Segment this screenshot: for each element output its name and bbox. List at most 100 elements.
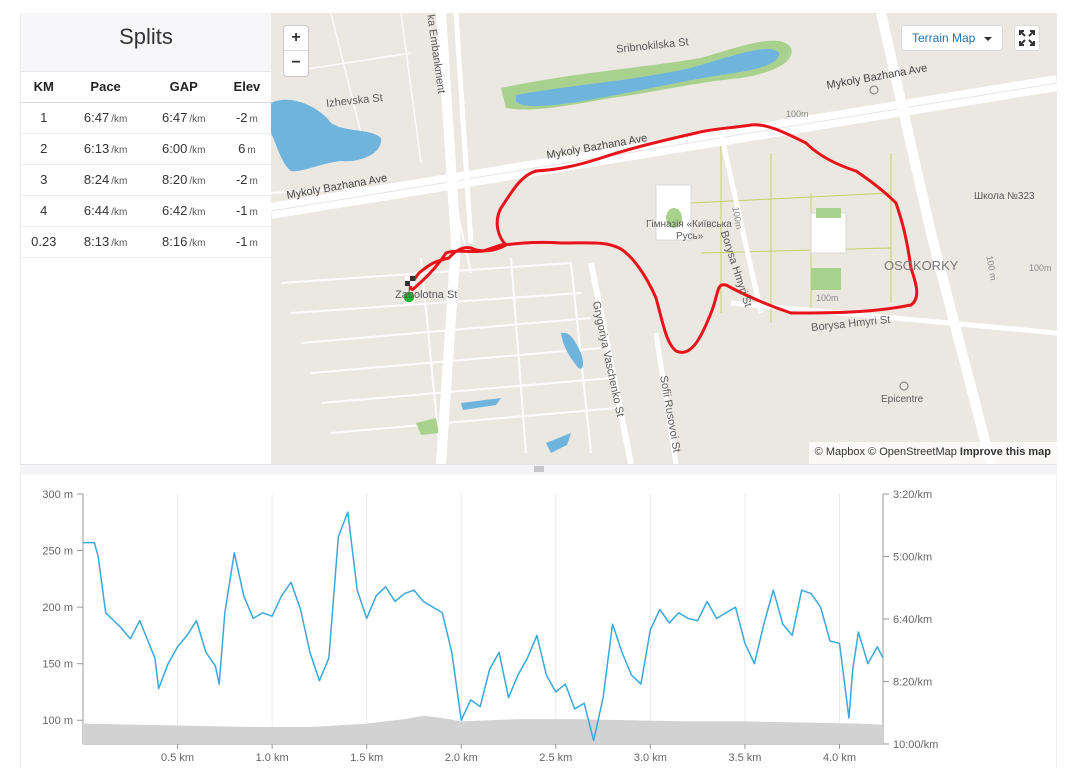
route-map[interactable]: Sribnokilska St Izhevska St ka Embankmen… — [271, 13, 1057, 464]
label-gymnasium-2: Русь» — [676, 231, 704, 242]
split-gap-unit: /km — [189, 238, 206, 249]
split-pace-value: 6:44 — [83, 203, 110, 218]
col-gap: GAP — [144, 72, 223, 103]
y2-tick-label: 10:00/km — [893, 739, 938, 751]
zoom-in-button[interactable]: + — [284, 26, 308, 51]
y2-tick-label: 5:00/km — [893, 552, 932, 564]
elevation-pace-chart[interactable]: 300 m 250 m 200 m 150 m 100 m 3:20/km 5:00/km 6… — [20, 474, 1057, 768]
building-block — [810, 212, 847, 254]
school-yard — [666, 208, 682, 228]
splits-table: KM Pace GAP Elev 1 6:47/km 6:47/km -2 m 2 6:13… — [21, 72, 271, 258]
terrain-map-dropdown[interactable]: Terrain Map — [901, 25, 1003, 51]
split-pace-unit: /km — [111, 238, 128, 249]
split-km: 4 — [21, 195, 67, 227]
label-school: Школа №323 — [974, 191, 1035, 202]
route-line — [408, 123, 919, 354]
zoom-out-button[interactable]: − — [291, 54, 301, 71]
y-tick-label: 300 m — [42, 489, 73, 501]
road-rusovoi — [653, 332, 679, 464]
split-km-value: 0.23 — [31, 234, 57, 249]
caret-down-icon — [984, 37, 992, 41]
split-gap-unit: /km — [189, 145, 206, 156]
lake-west — [271, 99, 382, 172]
col-elev: Elev — [222, 72, 271, 103]
fullscreen-button[interactable] — [1014, 25, 1040, 51]
split-pace: 6:13/km — [66, 133, 145, 165]
split-elev-unit: m — [247, 145, 256, 156]
split-elev-value: -1 — [235, 203, 248, 218]
split-row[interactable]: 0.23 8:13/km 8:16/km -1 m — [21, 226, 271, 258]
split-pace: 8:24/km — [66, 164, 145, 196]
split-km-value: 3 — [40, 172, 48, 187]
zoom-control: + − — [283, 25, 309, 77]
contour-label-a: 100m — [786, 109, 809, 119]
splits-panel: Splits KM Pace GAP Elev 1 6:47/km 6:47/km -… — [20, 13, 271, 464]
split-km: 2 — [21, 133, 67, 165]
split-elev-value: -1 — [235, 234, 248, 249]
road-vaschenko — [588, 262, 634, 464]
improve-map-link[interactable]: Improve this map — [959, 446, 1051, 458]
split-gap-value: 6:47 — [162, 110, 188, 125]
contour-label-d: 100m — [1029, 263, 1052, 273]
split-elev-unit: m — [249, 176, 258, 187]
split-km: 3 — [21, 164, 67, 196]
elevation-area — [83, 715, 883, 744]
x-tick-label: 1.0 km — [256, 752, 289, 764]
split-elev-unit: m — [249, 238, 258, 249]
col-pace: Pace — [66, 72, 145, 103]
split-pace-unit: /km — [111, 176, 128, 187]
road-east — [876, 13, 996, 464]
road-hmyri-h — [730, 300, 1057, 336]
map-canvas[interactable] — [271, 13, 1057, 464]
split-gap: 6:47/km — [144, 102, 223, 134]
start-marker — [402, 290, 416, 304]
y-tick-label: 200 m — [42, 602, 73, 614]
y-tick-label: 150 m — [42, 659, 73, 671]
terrain-map-label: Terrain Map — [912, 31, 976, 45]
split-gap-value: 6:42 — [162, 203, 188, 218]
x-tick-label: 2.5 km — [539, 752, 572, 764]
split-gap-value: 8:16 — [162, 234, 188, 249]
x-tick-label: 1.5 km — [350, 752, 383, 764]
green-patch — [416, 418, 439, 435]
poi-icon — [869, 85, 879, 95]
split-pace-unit: /km — [111, 145, 128, 156]
contour-label-b: 100m — [816, 293, 839, 303]
label-gymnasium-1: Гімназія «Київська — [646, 219, 732, 230]
split-row[interactable]: 4 6:44/km 6:42/km -1 m — [21, 195, 271, 227]
split-row[interactable]: 1 6:47/km 6:47/km -2 m — [21, 102, 271, 134]
split-gap: 8:16/km — [144, 226, 223, 258]
x-tick-label: 4.0 km — [823, 752, 856, 764]
attribution-osm-link[interactable]: © OpenStreetMap — [868, 446, 957, 458]
split-gap: 6:00/km — [144, 133, 223, 165]
split-km: 0.23 — [21, 226, 67, 258]
road-hmyri-v — [718, 132, 764, 314]
split-km-value: 1 — [40, 110, 48, 125]
split-gap: 6:42/km — [144, 195, 223, 227]
road-embankment — [436, 13, 462, 464]
split-gap-unit: /km — [189, 114, 206, 125]
resize-grip-icon[interactable] — [534, 465, 544, 473]
pond-south — [561, 332, 584, 369]
chart-canvas[interactable]: 300 m 250 m 200 m 150 m 100 m 3:20/km 5:00/km 6… — [21, 474, 1058, 768]
split-pace-value: 8:24 — [83, 172, 110, 187]
split-km-value: 2 — [40, 141, 48, 156]
split-pace-value: 8:13 — [83, 234, 110, 249]
split-row[interactable]: 2 6:13/km 6:00/km 6 m — [21, 133, 271, 165]
x-tick-label: 3.0 km — [634, 752, 667, 764]
split-row[interactable]: 3 8:24/km 8:20/km -2 m — [21, 164, 271, 196]
pace-line — [83, 511, 884, 742]
y2-tick-label: 3:20/km — [893, 489, 932, 501]
green-block — [816, 208, 841, 218]
split-gap-unit: /km — [189, 176, 206, 187]
split-km-value: 4 — [40, 203, 48, 218]
attribution-mapbox-link[interactable]: © Mapbox — [814, 446, 865, 458]
split-gap: 8:20/km — [144, 164, 223, 196]
pond-tiny — [546, 433, 571, 453]
splits-title: Splits — [21, 13, 271, 72]
split-gap-value: 6:00 — [162, 141, 188, 156]
label-osokorky: OSOKORKY — [884, 258, 959, 273]
y-tick-label: 250 m — [42, 546, 73, 558]
split-elev: -2 m — [222, 164, 271, 196]
